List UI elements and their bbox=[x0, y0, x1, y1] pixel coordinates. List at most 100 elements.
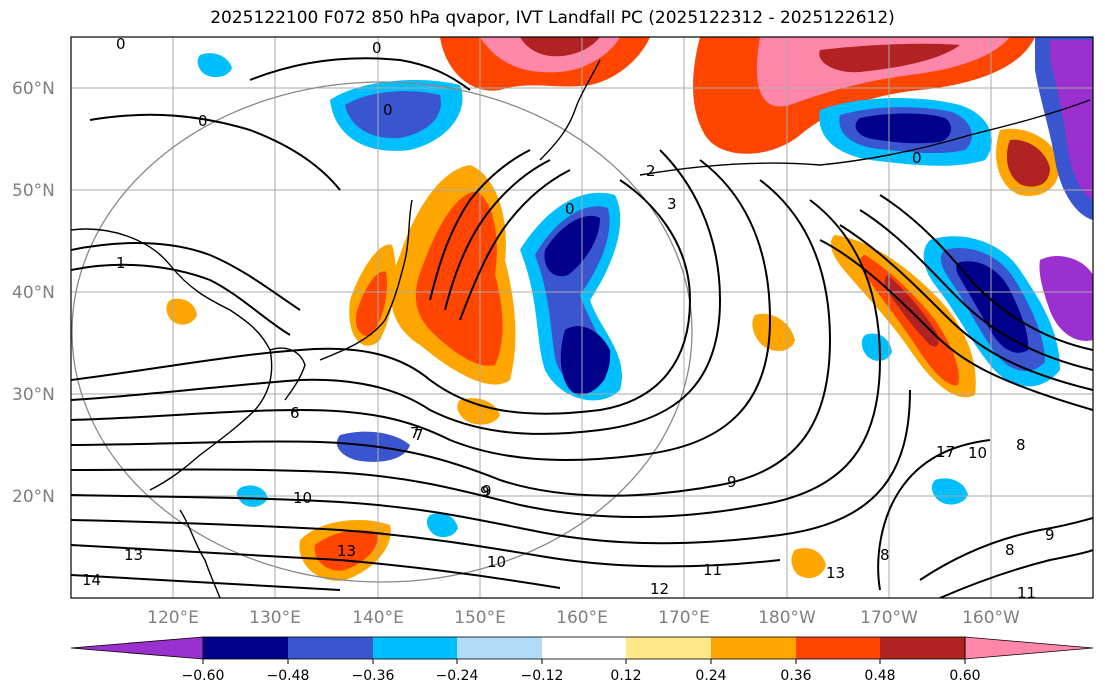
colorbar-segment bbox=[626, 637, 711, 659]
lon-label: 130°E bbox=[249, 608, 301, 628]
pos-blob-small-4 bbox=[166, 298, 197, 325]
coast-aleutian bbox=[639, 99, 1091, 176]
coast-asia bbox=[71, 228, 273, 491]
contour-label: 10 bbox=[293, 489, 312, 507]
contour-label: 8 bbox=[1005, 541, 1015, 559]
neg-blob-south-3 bbox=[426, 513, 458, 538]
lat-label: 20°N bbox=[12, 487, 55, 507]
coast-korea bbox=[269, 347, 306, 401]
coastlines bbox=[71, 59, 1091, 598]
shading-positive bbox=[166, 37, 1061, 581]
contour-label: 0 bbox=[912, 149, 922, 167]
colorbar-tick-label: 0.36 bbox=[780, 668, 811, 684]
pos-blob-small-1 bbox=[752, 313, 795, 352]
contour-label: 2 bbox=[646, 162, 656, 180]
contour-label: 13 bbox=[337, 542, 356, 560]
pos-blob-japan-core bbox=[415, 191, 503, 366]
contour-labels: 0 0 0 0 0 0 1 2 3 6 7 8 9 9 9 10 10 11 1… bbox=[82, 35, 1055, 602]
lon-label: 140°E bbox=[352, 608, 404, 628]
lon-label: 160°W bbox=[962, 608, 1020, 628]
colorbar-segment bbox=[288, 637, 373, 659]
pos-blob-small-2 bbox=[457, 398, 500, 425]
colorbar-tick-label: −0.12 bbox=[521, 668, 564, 684]
colorbar-tick-label: −0.36 bbox=[352, 668, 395, 684]
colorbar-ticks bbox=[202, 659, 966, 664]
colorbar-tick-label: 0.48 bbox=[864, 668, 895, 684]
contour-label: 0 bbox=[198, 112, 208, 130]
contour-label: 14 bbox=[82, 571, 101, 589]
longitude-labels: 120°E 130°E 140°E 150°E 160°E 170°E 180°… bbox=[147, 608, 1020, 628]
figure-title: 2025122100 F072 850 hPa qvapor, IVT Land… bbox=[210, 8, 895, 28]
colorbar-segment bbox=[542, 637, 626, 659]
lat-label: 60°N bbox=[12, 79, 55, 99]
pos-blob-arctic-dark bbox=[819, 43, 960, 73]
colorbar-segment bbox=[796, 637, 880, 659]
shading-negative bbox=[197, 37, 1093, 538]
contour-label: 9 bbox=[727, 473, 737, 491]
lon-label: 120°E bbox=[147, 608, 199, 628]
contour-label: 11 bbox=[703, 561, 722, 579]
neg-blob-trough-core bbox=[560, 326, 611, 395]
contours bbox=[71, 57, 1093, 598]
colorbar-tick-label: 0.60 bbox=[949, 668, 980, 684]
contour-label: 13 bbox=[124, 546, 143, 564]
colorbar-tick-label: 0.24 bbox=[695, 668, 726, 684]
contour-label: 13 bbox=[826, 564, 845, 582]
lon-label: 180°W bbox=[758, 608, 816, 628]
colorbar-tick-label: 0.12 bbox=[610, 668, 641, 684]
colorbar-segment bbox=[880, 637, 965, 659]
neg-blob-bering-deep bbox=[855, 113, 952, 144]
colorbar-tick-label: −0.48 bbox=[267, 668, 310, 684]
lon-label: 170°W bbox=[860, 608, 918, 628]
neg-blob-small-1 bbox=[197, 53, 232, 78]
latitude-labels: 60°N 50°N 40°N 30°N 20°N bbox=[12, 79, 55, 507]
contour-label: 11 bbox=[1017, 584, 1036, 602]
contour-label: 9 bbox=[482, 482, 492, 500]
map-frame bbox=[70, 36, 1094, 599]
contour-label: 0 bbox=[383, 101, 393, 119]
contour-label: 0 bbox=[565, 200, 575, 218]
contour-label: 8 bbox=[1016, 436, 1026, 454]
colorbar: −0.60 −0.48 −0.36 −0.24 −0.12 0.12 0.24 … bbox=[70, 636, 1094, 684]
contour-label: 0 bbox=[116, 35, 126, 53]
pos-blob-south-core bbox=[314, 530, 379, 571]
neg-blob-small-2 bbox=[861, 333, 892, 361]
contour-label: 8 bbox=[880, 546, 890, 564]
pos-blob-alaska-core bbox=[1006, 139, 1050, 187]
colorbar-extend-min bbox=[70, 636, 204, 660]
contour-label: 10 bbox=[487, 553, 506, 571]
contour-label: 3 bbox=[667, 195, 677, 213]
contour-label: 7 bbox=[414, 426, 424, 444]
neg-blob-far-east-south bbox=[1039, 255, 1093, 341]
colorbar-extend-max bbox=[964, 636, 1094, 660]
contour-label: 1 bbox=[116, 254, 126, 272]
landfall-circle bbox=[71, 81, 693, 583]
pos-blob-small-3 bbox=[791, 548, 826, 579]
colorbar-segment bbox=[711, 637, 796, 659]
pos-blob-north-dark bbox=[520, 37, 600, 57]
contour-label: 6 bbox=[290, 404, 300, 422]
lat-label: 30°N bbox=[12, 385, 55, 405]
contour-label: 17 bbox=[936, 443, 955, 461]
colorbar-tick-label: −0.24 bbox=[436, 668, 479, 684]
lat-label: 40°N bbox=[12, 283, 55, 303]
colorbar-segment bbox=[203, 637, 288, 659]
contour-label: 7 bbox=[410, 424, 420, 442]
lon-label: 170°E bbox=[658, 608, 710, 628]
colorbar-tick-label: −0.60 bbox=[182, 668, 225, 684]
coast-japan bbox=[319, 199, 413, 361]
pos-blob-japan-west-core bbox=[355, 271, 388, 336]
contour-label: 12 bbox=[650, 580, 669, 598]
contour-label: 9 bbox=[480, 483, 490, 501]
neg-blob-far-east-purple bbox=[1050, 40, 1093, 200]
neg-blob-south-4 bbox=[931, 478, 968, 505]
contour-label: 0 bbox=[372, 39, 382, 57]
lon-label: 150°E bbox=[454, 608, 506, 628]
contour-label: 9 bbox=[1045, 526, 1055, 544]
contour-label: 10 bbox=[968, 444, 987, 462]
coast-kamchatka bbox=[539, 59, 601, 161]
neg-blob-trough-north bbox=[544, 215, 600, 277]
colorbar-segment bbox=[373, 637, 457, 659]
lat-label: 50°N bbox=[12, 181, 55, 201]
